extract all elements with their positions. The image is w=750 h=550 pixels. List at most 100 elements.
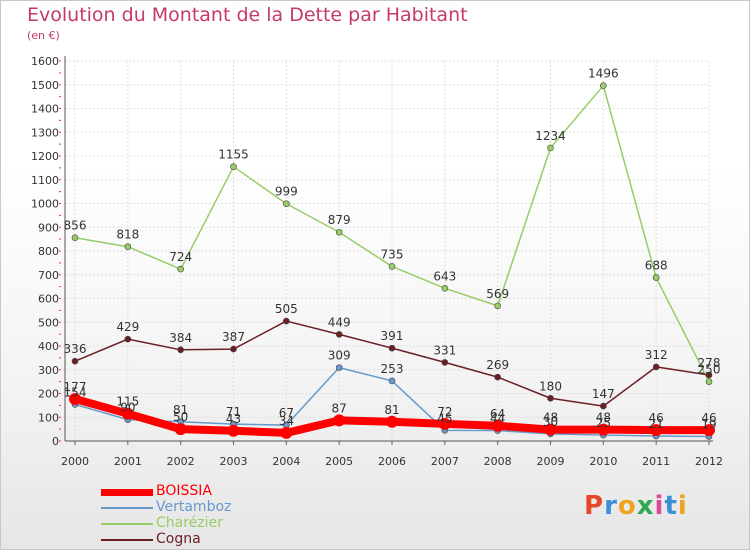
data-point-charezier	[494, 302, 501, 310]
data-point-boissia	[650, 424, 663, 437]
data-label-cogna: 387	[222, 330, 245, 344]
legend-label-vertamboz: Vertamboz	[156, 499, 232, 515]
data-label-boissia: 46	[649, 411, 664, 425]
data-point-charezier	[705, 378, 713, 385]
data-point-charezier	[600, 82, 607, 89]
data-label-cogna: 269	[486, 358, 509, 372]
legend-label-boissia: BOISSIA	[156, 483, 212, 499]
x-tick-label: 2006	[378, 455, 406, 468]
data-point-boissia	[121, 407, 134, 420]
line-chart: 0 100 200 300 400 500 600 700 800 900 1000 1100 1200…	[31, 55, 723, 468]
data-label-cogna: 278	[698, 356, 721, 370]
data-label-charezier: 1155	[218, 148, 249, 162]
logo-letter: i	[654, 491, 665, 521]
data-label-vertamboz: 44	[490, 412, 505, 426]
data-label-boissia: 48	[543, 411, 558, 425]
y-tick-label: 800	[38, 245, 59, 258]
legend-label-cogna: Cogna	[156, 531, 201, 547]
data-point-cogna	[600, 402, 607, 410]
data-label-vertamboz: 25	[596, 416, 611, 430]
data-label-charezier: 818	[116, 228, 139, 242]
data-label-boissia: 64	[490, 407, 505, 421]
data-label-cogna: 180	[539, 379, 562, 393]
logo-letter: x	[636, 491, 655, 521]
x-tick-label: 2009	[537, 455, 565, 468]
data-label-vertamboz: 309	[328, 349, 351, 363]
page-title: Evolution du Montant de la Dette par Hab…	[27, 4, 468, 26]
data-label-boissia: 34	[279, 414, 294, 428]
data-point-cogna	[283, 317, 290, 325]
data-labels: 856 818 724 1155 999 879 735 643 569 1234 1496 688 2…	[64, 67, 721, 432]
y-tick-label: 1000	[31, 198, 59, 211]
y-tick-label: 1200	[31, 150, 59, 163]
data-label-boissia: 177	[64, 380, 87, 394]
y-tick-label: 1500	[31, 79, 59, 92]
data-label-vertamboz: 253	[381, 362, 404, 376]
data-label-charezier: 569	[486, 287, 509, 301]
data-point-charezier	[335, 228, 343, 236]
data-point-cogna	[652, 363, 660, 371]
y-tick-labels: 0 100 200 300 400 500 600 700 800 900 1000 1100 1200…	[31, 55, 59, 448]
logo-letter: r	[604, 491, 618, 521]
x-tick-label: 2002	[167, 455, 195, 468]
logo-letter: t	[664, 491, 678, 521]
x-tick-label: 2007	[431, 455, 459, 468]
data-label-boissia: 46	[701, 411, 716, 425]
x-tick-label: 2003	[220, 455, 248, 468]
data-point-charezier	[71, 234, 79, 241]
x-tick-label: 2010	[589, 455, 617, 468]
data-point-cogna	[547, 394, 554, 402]
x-tick-labels: 2000 2001 2002 2003 2004 2005 2006 2007 2008 2009…	[61, 455, 723, 468]
data-point-charezier	[388, 263, 396, 270]
y-tick-label: 900	[38, 221, 59, 234]
data-label-vertamboz: 67	[279, 406, 294, 420]
y-tick-label: 500	[38, 316, 59, 329]
data-point-boissia	[174, 423, 187, 436]
data-point-charezier	[547, 144, 554, 152]
page-subtitle: (en €)	[27, 29, 60, 42]
y-tick-label: 1600	[31, 55, 59, 68]
data-point-boissia	[597, 423, 610, 436]
y-tick-label: 700	[38, 269, 59, 282]
proxiti-logo: Proxiti	[584, 491, 688, 521]
data-point-cogna	[124, 335, 132, 343]
logo-letter: o	[617, 491, 637, 521]
data-label-boissia: 48	[596, 411, 611, 425]
legend-item-charezier: Charézier	[101, 515, 401, 532]
data-label-cogna: 336	[64, 342, 87, 356]
data-label-charezier: 688	[645, 259, 668, 273]
axes	[59, 56, 713, 445]
data-label-charezier: 1234	[535, 129, 566, 143]
data-label-cogna: 449	[328, 315, 351, 329]
data-point-boissia	[69, 392, 81, 405]
data-point-charezier	[177, 265, 184, 273]
data-point-cogna	[441, 359, 449, 366]
data-point-boissia	[280, 426, 293, 439]
legend-item-vertamboz: Vertamboz	[101, 499, 401, 516]
legend-swatch-boissia	[101, 489, 153, 496]
data-label-cogna: 391	[381, 329, 404, 343]
x-tick-label: 2011	[642, 455, 670, 468]
data-point-vertamboz	[388, 377, 396, 385]
y-tick-label: 400	[38, 340, 59, 353]
data-point-charezier	[283, 200, 290, 208]
x-tick-label: 2000	[61, 455, 89, 468]
legend-item-cogna: Cogna	[101, 531, 401, 548]
data-label-charezier: 999	[275, 185, 298, 199]
data-point-boissia	[227, 424, 240, 437]
data-label-boissia: 81	[384, 403, 399, 417]
y-tick-label: 200	[38, 388, 59, 401]
data-label-cogna: 429	[116, 320, 139, 334]
data-point-cogna	[71, 357, 79, 365]
data-label-charezier: 856	[64, 219, 87, 233]
data-point-boissia	[544, 423, 557, 436]
data-point-cogna	[705, 371, 713, 379]
data-label-charezier: 250	[698, 363, 721, 377]
data-label-vertamboz: 19	[701, 417, 716, 431]
data-label-vertamboz: 154	[64, 385, 87, 399]
legend-swatch-charezier	[101, 523, 153, 525]
x-tick-label: 2005	[325, 455, 353, 468]
x-tick-label: 2008	[484, 455, 512, 468]
data-label-charezier: 643	[433, 269, 456, 283]
